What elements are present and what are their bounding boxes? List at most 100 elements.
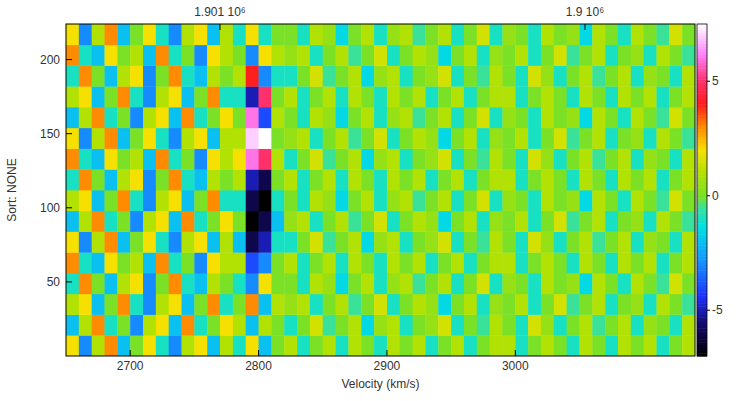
cell bbox=[220, 232, 233, 253]
cell bbox=[233, 294, 246, 315]
cell bbox=[323, 315, 336, 336]
cell bbox=[644, 45, 657, 66]
cell bbox=[374, 66, 387, 87]
cell bbox=[554, 232, 567, 253]
cell bbox=[92, 86, 105, 107]
cell bbox=[374, 273, 387, 294]
cell bbox=[502, 169, 515, 190]
cell bbox=[541, 315, 554, 336]
cell bbox=[143, 273, 156, 294]
cell bbox=[284, 107, 297, 128]
cell bbox=[233, 107, 246, 128]
cell bbox=[105, 45, 118, 66]
cell bbox=[528, 232, 541, 253]
cell bbox=[92, 45, 105, 66]
cell bbox=[515, 211, 528, 232]
cell bbox=[361, 86, 374, 107]
cell bbox=[233, 211, 246, 232]
cell bbox=[682, 273, 695, 294]
cell bbox=[130, 86, 143, 107]
cell bbox=[271, 315, 284, 336]
cell bbox=[490, 45, 503, 66]
cell bbox=[348, 86, 361, 107]
cell bbox=[284, 211, 297, 232]
cell bbox=[156, 294, 169, 315]
cell bbox=[271, 86, 284, 107]
cell bbox=[92, 273, 105, 294]
cell bbox=[246, 315, 259, 336]
cell bbox=[207, 211, 220, 232]
cell bbox=[284, 169, 297, 190]
cell bbox=[105, 252, 118, 273]
cell bbox=[271, 128, 284, 149]
cell bbox=[631, 232, 644, 253]
cell bbox=[464, 128, 477, 149]
cell bbox=[490, 294, 503, 315]
cell bbox=[438, 149, 451, 170]
cell bbox=[554, 252, 567, 273]
cell bbox=[374, 232, 387, 253]
cell bbox=[400, 315, 413, 336]
cell bbox=[361, 24, 374, 45]
cell bbox=[259, 232, 272, 253]
cell bbox=[374, 315, 387, 336]
cell bbox=[194, 315, 207, 336]
cell bbox=[618, 335, 631, 356]
cell bbox=[207, 107, 220, 128]
cell bbox=[554, 273, 567, 294]
cell bbox=[387, 335, 400, 356]
cell bbox=[669, 66, 682, 87]
cell bbox=[169, 232, 182, 253]
cell bbox=[117, 190, 130, 211]
cell bbox=[528, 315, 541, 336]
cell bbox=[105, 169, 118, 190]
cell bbox=[464, 169, 477, 190]
cell bbox=[528, 107, 541, 128]
cell bbox=[207, 66, 220, 87]
cell bbox=[528, 294, 541, 315]
cell bbox=[130, 66, 143, 87]
cell bbox=[79, 211, 92, 232]
cell bbox=[631, 149, 644, 170]
cell bbox=[464, 66, 477, 87]
cell bbox=[618, 315, 631, 336]
cell bbox=[451, 273, 464, 294]
cell bbox=[579, 24, 592, 45]
cell bbox=[656, 149, 669, 170]
cell bbox=[631, 86, 644, 107]
cell bbox=[169, 169, 182, 190]
cell bbox=[143, 211, 156, 232]
cell bbox=[348, 252, 361, 273]
cell bbox=[105, 149, 118, 170]
cell bbox=[644, 149, 657, 170]
cell bbox=[592, 86, 605, 107]
cell bbox=[413, 315, 426, 336]
cell bbox=[400, 66, 413, 87]
cell bbox=[361, 335, 374, 356]
cell bbox=[310, 128, 323, 149]
cell bbox=[592, 107, 605, 128]
cell bbox=[182, 294, 195, 315]
cell bbox=[605, 335, 618, 356]
cell bbox=[79, 169, 92, 190]
cell bbox=[464, 211, 477, 232]
cell bbox=[361, 107, 374, 128]
cell bbox=[156, 86, 169, 107]
cell bbox=[207, 252, 220, 273]
cell bbox=[246, 294, 259, 315]
cell bbox=[66, 107, 79, 128]
cell bbox=[502, 252, 515, 273]
cell bbox=[438, 294, 451, 315]
cell bbox=[669, 232, 682, 253]
cell bbox=[400, 45, 413, 66]
cell bbox=[105, 294, 118, 315]
cell bbox=[413, 107, 426, 128]
y-axis-title: Sort: NONE bbox=[5, 158, 19, 221]
cell bbox=[246, 169, 259, 190]
colorbar-tick-label: -5 bbox=[712, 303, 723, 317]
cell bbox=[413, 45, 426, 66]
cell bbox=[490, 169, 503, 190]
cell bbox=[323, 149, 336, 170]
cell bbox=[387, 252, 400, 273]
cell bbox=[105, 211, 118, 232]
